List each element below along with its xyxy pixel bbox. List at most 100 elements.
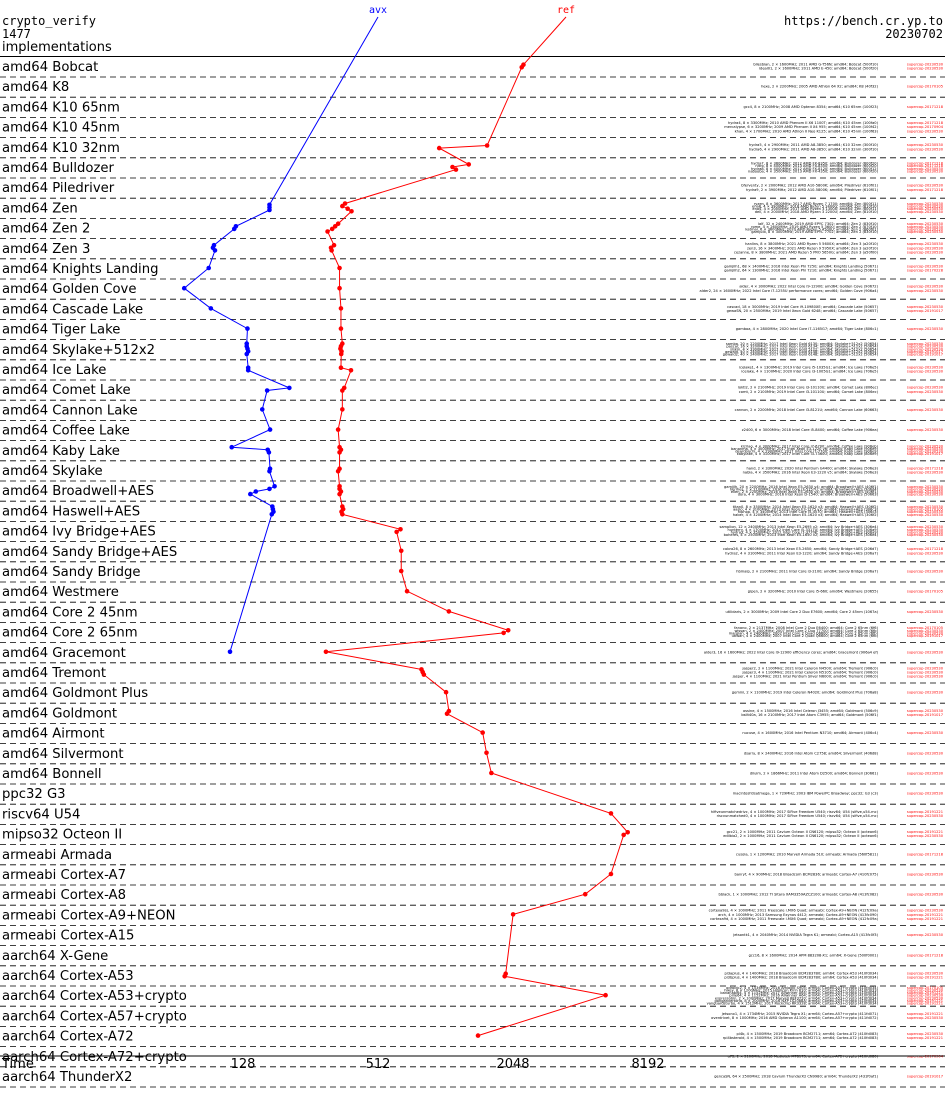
version-label: supercop-20230530 bbox=[907, 365, 944, 369]
data-point-ref bbox=[484, 143, 490, 148]
version-label: supercop-20230530 bbox=[907, 792, 944, 796]
impl-label: amd64 Airmont bbox=[2, 727, 105, 742]
version-label: supercop-20230530 bbox=[907, 487, 944, 491]
data-point-ref bbox=[340, 512, 345, 517]
version-label: supercop-20230530 bbox=[907, 493, 944, 497]
machine-label: kabylake, 4 × 3100MHz; 2017 Intel Core i… bbox=[737, 452, 879, 456]
impl-label: amd64 Silvermont bbox=[2, 747, 124, 762]
version-label: supercop-20230530 bbox=[907, 345, 944, 349]
impl-label: armeabi Cortex-A8 bbox=[2, 888, 126, 903]
version-label: supercop-20230530 bbox=[907, 570, 944, 574]
source-url[interactable]: https://bench.cr.yp.to bbox=[784, 14, 943, 28]
machine-label: samplion, 12 × 2400MHz; 2013 Intel Xeon … bbox=[719, 525, 878, 529]
version-label: supercop-20230530 bbox=[907, 666, 944, 670]
version-label: supercop-20230530 bbox=[907, 1016, 944, 1020]
machine-label: vanguardsturbo, 4 × 1512MHz; 2017 Rockch… bbox=[707, 1002, 879, 1006]
machine-label: gcc4, 8 × 2100MHz; 2008 AMD Opteron 8354… bbox=[743, 105, 878, 109]
data-point-avx bbox=[227, 649, 233, 655]
data-point-ref bbox=[348, 368, 354, 373]
impl-label: amd64 Coffee Lake bbox=[2, 424, 130, 439]
data-point-ref bbox=[466, 162, 472, 167]
data-point-avx bbox=[267, 469, 272, 474]
machine-label: ena4, 4 × 2000MHz; 2017 AMD Ryzen 3 1300… bbox=[752, 207, 878, 211]
data-point-ref bbox=[325, 229, 330, 234]
impl-label: amd64 Core 2 65nm bbox=[2, 626, 138, 641]
version-label: supercop-20191221 bbox=[907, 1036, 943, 1040]
data-point-ref bbox=[329, 248, 334, 253]
version-label: supercop-20230530 bbox=[907, 251, 944, 255]
data-point-ref bbox=[338, 351, 344, 357]
machine-label: cortexa9d, 4 × 1000MHz; 2011 Freescale i… bbox=[710, 917, 878, 921]
machine-label: siskin, 4 × 3300MHz; 2017 Intel Xeon Gol… bbox=[730, 347, 878, 351]
machine-label: gamboa, 4 × 2800MHz; 2020 Intel Core i7-… bbox=[736, 327, 879, 331]
version-label: supercop-20230530 bbox=[907, 533, 944, 537]
data-point-ref bbox=[337, 450, 342, 455]
machine-label: gencaSN, 64 × 2500MHz; 2018 Cavium Thund… bbox=[714, 1075, 878, 1079]
machine-label: jasper3, 4 × 1100MHz; 2021 Intel Celeron… bbox=[741, 671, 878, 675]
version-label: supercop-20230530 bbox=[907, 709, 944, 713]
machine-label: pi4b, 4 × 1500MHz; 2019 Broadcom BCM2711… bbox=[737, 1032, 879, 1036]
version-label: supercop-20191017 bbox=[907, 452, 943, 456]
data-point-ref bbox=[608, 871, 614, 877]
impl-label: amd64 Cascade Lake bbox=[2, 302, 143, 317]
version-label: supercop-20230530 bbox=[907, 909, 944, 913]
machine-label: edilbia2, 2 × 1000MHz; 2011 Cavium Octeo… bbox=[723, 834, 878, 838]
version-label: supercop-20230530 bbox=[907, 873, 944, 877]
machine-label: hunterry, 4 × 1700MHz; 2012 Intel Core i… bbox=[728, 528, 879, 532]
version-label: supercop-20191221 bbox=[907, 1012, 943, 1016]
machine-label: bananapi64, 4 × 1152MHz; 2017 Allwinner … bbox=[720, 991, 878, 995]
version-label: supercop-20230530 bbox=[907, 610, 944, 614]
impl-label: aarch64 Cortex-A72+crypto bbox=[2, 1050, 187, 1065]
machine-label: nabla, 4 × 3500MHz; 2016 Intel Xeon E3-1… bbox=[743, 471, 879, 475]
data-point-avx bbox=[269, 512, 275, 517]
series-line-ref bbox=[325, 64, 629, 1037]
machine-label: gcc16, 8 × 1600MHz; 2014 APM 883208-X1; … bbox=[749, 953, 879, 957]
impl-label: armeabi Cortex-A7 bbox=[2, 868, 126, 883]
machine-label: zen3, 16 × 3400MHz; 2021 AMD Ryzen 9 595… bbox=[747, 246, 879, 250]
data-point-ref bbox=[335, 427, 341, 432]
machine-label: overdrivet, 8 × 1000MHz; 2016 AMD Optero… bbox=[711, 1016, 878, 1020]
version-label: supercop-20191017 bbox=[907, 353, 943, 357]
machine-label: pi3aplus, 4 × 1400MHz; 2018 Broadcom BCM… bbox=[724, 971, 878, 975]
version-label: supercop-20230530 bbox=[907, 1032, 944, 1036]
data-point-avx bbox=[231, 226, 237, 232]
series-name-ref: ref bbox=[557, 5, 575, 16]
primitive-name: crypto_verify bbox=[2, 14, 96, 28]
version-label: supercop-20230530 bbox=[907, 530, 944, 534]
data-point-avx bbox=[267, 207, 272, 213]
x-axis-label: Time bbox=[1, 1057, 34, 1072]
machine-label: cobra26, 8 × 2600MHz; 2013 Intel Xeon E5… bbox=[723, 547, 879, 551]
machine-label: alder3, 16 × 1600MHz; 2022 Intel Core i9… bbox=[704, 650, 879, 654]
data-point-ref bbox=[337, 265, 342, 271]
x-tick-label: 2048 bbox=[496, 1057, 529, 1072]
impl-label: amd64 Comet Lake bbox=[2, 383, 131, 398]
data-point-avx bbox=[206, 265, 212, 271]
data-point-ref bbox=[421, 672, 427, 677]
version-label: supercop-20230530 bbox=[907, 62, 944, 66]
data-point-avx bbox=[253, 489, 259, 494]
machine-label: ryzen, 8 × 3600MHz; 2017 AMD Ryzen 7 170… bbox=[754, 202, 879, 206]
machine-label: samba, 20 × 2200MHz; 2017 Intel Xeon Gol… bbox=[726, 342, 879, 346]
version-label: supercop-20230530 bbox=[907, 210, 944, 214]
machine-label: hexe, 2 × 2200MHz; 2005 AMD Athlon 64 X2… bbox=[761, 85, 878, 89]
machine-label: rpi4bsteroid, 4 × 1500MHz; 2019 Broadcom… bbox=[723, 1036, 879, 1040]
version-label: supercop-20170105 bbox=[907, 590, 943, 594]
version-label: supercop-20191221 bbox=[907, 810, 943, 814]
machine-label: boheres, 4 × 2500MHz; 2013 Intel Xeon E5… bbox=[724, 533, 879, 537]
data-point-ref bbox=[450, 164, 455, 170]
version-label: supercop-20191221 bbox=[907, 917, 943, 921]
data-point-avx bbox=[287, 385, 292, 391]
x-tick-label: 512 bbox=[366, 1057, 391, 1072]
version-label: supercop-20230530 bbox=[907, 147, 944, 151]
machine-label: nabooba, 4 × 3500MHz; 2013 AMD FX-4350; … bbox=[748, 169, 879, 173]
machine-label: banryf, 4 × 900MHz; 2018 Broadcom BCM283… bbox=[735, 873, 879, 877]
machine-label: espressobin, 2 × 1000MHz; 2017 Marvell 8… bbox=[715, 996, 879, 1000]
machine-label: hermes, 2 × 2100MHz; 2016 Intel Core i3-… bbox=[730, 487, 879, 491]
data-point-ref bbox=[398, 568, 404, 574]
machine-label: gamjilh1, 68 × 1400MHz; 2016 Intel Xeon … bbox=[724, 264, 878, 268]
version-label: supercop-20230530 bbox=[907, 285, 944, 289]
version-label: supercop-20230530 bbox=[907, 67, 944, 71]
version-label: supercop-20230530 bbox=[907, 408, 944, 412]
machine-label: hydra9, 2 × 3900MHz; 2012 AMD A10-5800K;… bbox=[746, 188, 879, 192]
version-label: supercop-20230530 bbox=[907, 246, 944, 250]
